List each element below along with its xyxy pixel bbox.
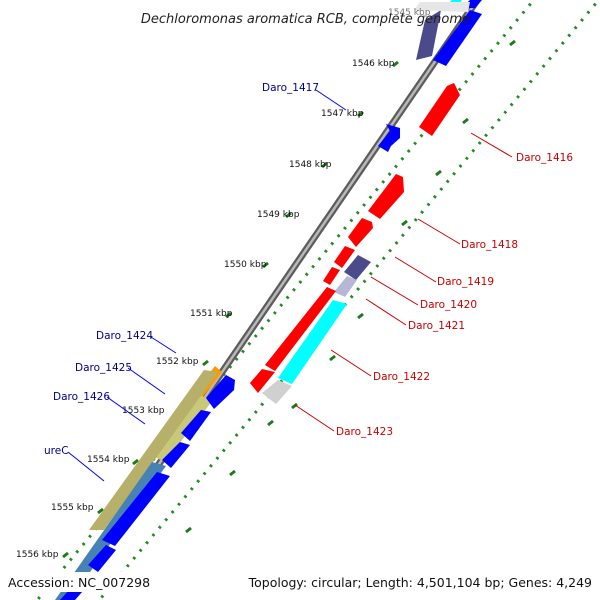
left-gene-labels: Daro_1417 Daro_1424 Daro_1425 Daro_1426 … (44, 82, 319, 457)
gene-label-daro-1416: Daro_1416 (516, 152, 573, 164)
gene-khaki-long (89, 370, 218, 530)
gene-daro-1422-cyan (278, 300, 347, 384)
kbp-label: 1550 kbp (224, 260, 267, 270)
summary-text: Topology: circular; Length: 4,501,104 bp… (248, 575, 592, 590)
gene-daro-1418 (368, 174, 404, 219)
footer-right-bg (258, 572, 596, 592)
gene-label-daro-1421: Daro_1421 (408, 320, 465, 332)
gene-daro-1423-red (250, 369, 275, 393)
gene-label-daro-1419: Daro_1419 (437, 276, 494, 288)
kbp-labels: 1545 kbp 1546 kbp 1547 kbp 1548 kbp 1549… (16, 8, 431, 560)
gene-white-top (414, 2, 470, 12)
accession-text: Accession: NC_007298 (8, 575, 150, 590)
gene-label-daro-1417: Daro_1417 (262, 82, 319, 94)
gene-label-daro-1418: Daro_1418 (461, 239, 518, 251)
gene-label-daro-1426: Daro_1426 (53, 391, 110, 403)
map-title: Dechloromonas aromatica RCB, complete ge… (141, 12, 470, 27)
footer-left-bg (4, 572, 148, 592)
kbp-label: 1546 kbp (352, 59, 395, 69)
gene-label-daro-1424: Daro_1424 (96, 330, 153, 342)
gene-daro-1421 (334, 276, 357, 297)
gene-daro-1423-gray (262, 380, 292, 404)
kbp-label: 1551 kbp (190, 309, 233, 319)
gene-daro-1416 (419, 83, 460, 136)
gene-daro-1419b (334, 246, 355, 268)
gene-label-daro-1423: Daro_1423 (336, 426, 393, 438)
reverse-strand-genes (55, 0, 482, 600)
gene-blue-3 (162, 442, 190, 468)
kbp-label: 1548 kbp (289, 160, 332, 170)
gene-blue-1 (206, 375, 235, 409)
kbp-label: 1547 kbp (321, 109, 364, 119)
kbp-label: 1556 kbp (16, 550, 59, 560)
kbp-label: 1554 kbp (87, 455, 130, 465)
forward-strand-genes (250, 83, 460, 404)
gene-label-daro-1425: Daro_1425 (75, 362, 132, 374)
gene-daro-1419 (348, 218, 373, 247)
outer-dotted-ring (97, 0, 600, 600)
gene-blue-2 (181, 410, 211, 441)
kbp-label: 1552 kbp (156, 357, 199, 367)
gene-blue-4 (102, 472, 170, 546)
gene-label-ureC: ureC (44, 445, 69, 457)
gene-daro-1425-bar (150, 395, 213, 462)
gene-slate-1545 (416, 10, 441, 60)
gene-blue-5 (88, 545, 116, 572)
kbp-label: 1549 kbp (257, 210, 300, 220)
kbp-label: 1555 kbp (51, 503, 94, 513)
right-gene-labels: Daro_1416 Daro_1418 Daro_1419 Daro_1420 … (336, 152, 573, 438)
gene-daro-1417 (378, 124, 400, 152)
gene-blue-top-1 (433, 10, 482, 66)
kbp-label: 1553 kbp (122, 406, 165, 416)
gene-daro-1422-red (265, 287, 336, 371)
label-connectors (67, 89, 513, 482)
kbp-label: 1545 kbp (388, 8, 431, 18)
gene-label-daro-1420: Daro_1420 (420, 299, 477, 311)
gene-daro-1421b (323, 267, 340, 285)
gene-label-daro-1422: Daro_1422 (373, 371, 430, 383)
gene-daro-1420 (344, 255, 371, 280)
